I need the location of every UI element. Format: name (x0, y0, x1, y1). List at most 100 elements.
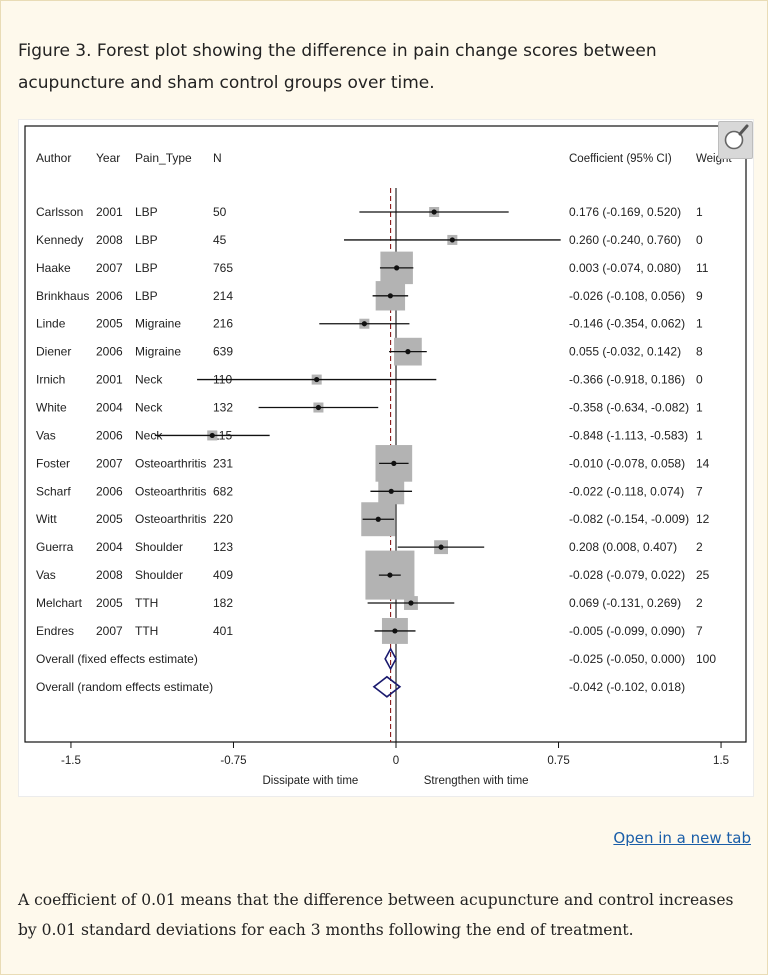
magnifier-icon (724, 124, 749, 150)
study-author: Linde (36, 317, 66, 331)
study-ci-text: -0.082 (-0.154, -0.009) (569, 512, 689, 526)
header-author: Author (36, 151, 71, 165)
study-weight: 12 (696, 512, 710, 526)
x-label-dissipate: Dissipate with time (262, 775, 358, 787)
study-point-estimate (314, 376, 320, 383)
overall-label: Overall (fixed effects estimate) (36, 652, 198, 666)
study-point-estimate (209, 432, 215, 439)
study-n: 214 (213, 289, 233, 303)
study-year: 2007 (96, 456, 123, 470)
figure-image-box[interactable]: Author Year Pain_Type N Coefficient (95% CI)… (18, 119, 754, 797)
study-point-estimate (394, 265, 400, 271)
study-n: 220 (213, 512, 233, 526)
study-point-estimate (387, 293, 393, 299)
study-weight: 0 (696, 233, 703, 247)
study-author: Endres (36, 624, 74, 638)
study-point-estimate (431, 209, 437, 215)
header-year: Year (96, 151, 120, 165)
study-year: 2005 (96, 596, 123, 610)
study-author: Carlsson (36, 205, 83, 219)
study-ci-text: -0.366 (-0.918, 0.186) (569, 373, 685, 387)
study-pain-type: TTH (135, 624, 158, 638)
study-ci-text: -0.146 (-0.354, 0.062) (569, 317, 685, 331)
study-ci-text: 0.003 (-0.074, 0.080) (569, 261, 681, 275)
study-ci-text: -0.358 (-0.634, -0.082) (569, 401, 689, 415)
study-author: White (36, 401, 67, 415)
study-point-estimate (391, 460, 397, 466)
study-year: 2006 (96, 345, 123, 359)
study-weight: 14 (696, 456, 710, 470)
study-n: 682 (213, 484, 233, 498)
study-ci-text: -0.026 (-0.108, 0.056) (569, 289, 685, 303)
study-pain-type: LBP (135, 261, 158, 275)
study-pain-type: TTH (135, 596, 158, 610)
study-year: 2001 (96, 205, 123, 219)
overall-ci-text: -0.042 (-0.102, 0.018) (569, 680, 685, 694)
x-tick-label: 0 (393, 755, 399, 767)
header-pain-type: Pain_Type (135, 151, 192, 165)
study-point-estimate (438, 544, 444, 550)
magnify-button[interactable] (718, 121, 753, 159)
study-year: 2007 (96, 624, 123, 638)
study-author: Vas (36, 428, 56, 442)
study-author: Irnich (36, 373, 65, 387)
overall-label: Overall (random effects estimate) (36, 680, 213, 694)
study-pain-type: Migraine (135, 345, 181, 359)
x-tick-label: 1.5 (713, 755, 729, 767)
study-point-estimate (405, 349, 411, 355)
study-weight: 11 (696, 261, 709, 275)
study-author: Guerra (36, 540, 74, 554)
study-year: 2004 (96, 540, 123, 554)
study-year: 2005 (96, 512, 123, 526)
study-ci-text: 0.208 (0.008, 0.407) (569, 540, 677, 554)
study-weight: 9 (696, 289, 703, 303)
study-n: 401 (213, 624, 233, 638)
x-tick-label: 0.75 (547, 755, 569, 767)
study-weight: 1 (696, 401, 703, 415)
figure-caption: Figure 3. Forest plot showing the differ… (18, 41, 657, 93)
study-author: Foster (36, 456, 70, 470)
study-author: Diener (36, 345, 71, 359)
study-weight: 7 (696, 484, 703, 498)
header-n: N (213, 151, 222, 165)
study-year: 2005 (96, 317, 123, 331)
study-author: Melchart (36, 596, 83, 610)
study-weight: 2 (696, 596, 703, 610)
study-ci-text: 0.260 (-0.240, 0.760) (569, 233, 681, 247)
study-ci-text: 0.069 (-0.131, 0.269) (569, 596, 681, 610)
x-tick-label: -1.5 (61, 755, 81, 767)
study-weight: 7 (696, 624, 703, 638)
study-author: Brinkhaus (36, 289, 89, 303)
open-in-new-tab-link[interactable]: Open in a new tab (613, 829, 751, 847)
study-pain-type: Neck (135, 428, 163, 442)
study-ci-text: -0.005 (-0.099, 0.090) (569, 624, 685, 638)
study-n: 231 (213, 456, 233, 470)
study-point-estimate (388, 488, 394, 494)
overall-ci-text: -0.025 (-0.050, 0.000) (569, 652, 685, 666)
study-author: Scharf (36, 484, 71, 498)
study-n: 765 (213, 261, 233, 275)
study-year: 2004 (96, 401, 123, 415)
study-n: 45 (213, 233, 227, 247)
study-ci-text: -0.028 (-0.079, 0.022) (569, 568, 685, 582)
study-n: 50 (213, 205, 227, 219)
study-ci-text: -0.010 (-0.078, 0.058) (569, 456, 685, 470)
study-point-estimate (361, 321, 367, 327)
figure-footnote: A coefficient of 0.01 means that the dif… (18, 891, 734, 939)
study-pain-type: Osteoarthritis (135, 456, 206, 470)
study-pain-type: Shoulder (135, 568, 183, 582)
study-n: 409 (213, 568, 233, 582)
study-ci-text: -0.848 (-1.113, -0.583) (569, 428, 688, 442)
study-weight: 2 (696, 540, 703, 554)
study-n: 123 (213, 540, 233, 554)
study-ci-text: -0.022 (-0.118, 0.074) (569, 484, 684, 498)
x-label-strengthen: Strengthen with time (424, 775, 529, 787)
study-year: 2006 (96, 289, 123, 303)
header-coefficient: Coefficient (95% CI) (569, 153, 672, 165)
study-weight: 8 (696, 345, 703, 359)
study-author: Kennedy (36, 233, 83, 247)
study-pain-type: Shoulder (135, 540, 183, 554)
study-n: 216 (213, 317, 233, 331)
study-year: 2008 (96, 568, 123, 582)
study-n: 182 (213, 596, 233, 610)
